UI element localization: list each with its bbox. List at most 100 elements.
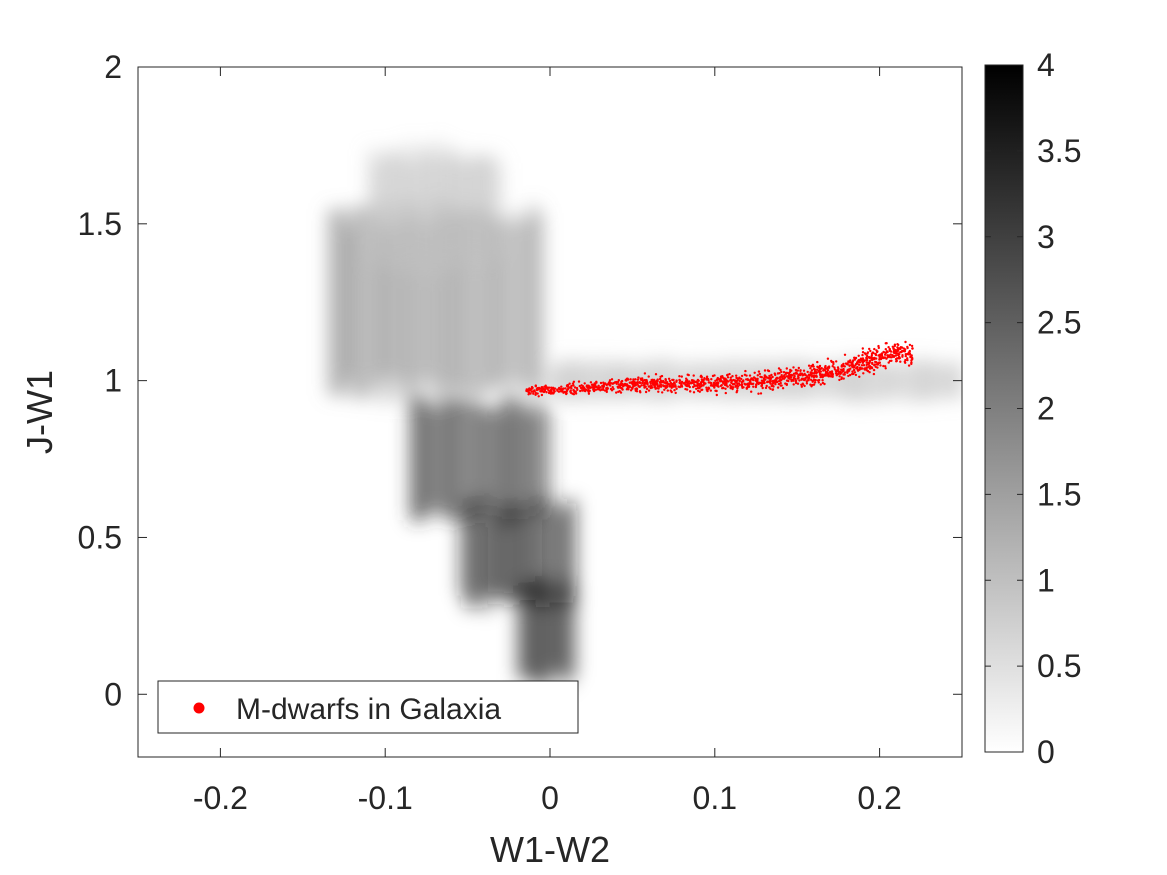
scatter-point [641,381,644,385]
density-cell [824,359,832,403]
density-cell [392,151,400,265]
scatter-point [830,359,833,363]
density-cell [434,140,442,276]
scatter-point [838,375,841,378]
density-cell [523,217,531,388]
scatter-point [872,351,875,355]
scatter-point [796,377,799,380]
scatter-point [891,345,894,348]
scatter-point [885,357,888,360]
scatter-point [818,365,821,368]
scatter-point [742,386,745,389]
scatter-point [619,386,623,390]
scatter-point [678,381,681,384]
scatter-point [785,367,788,370]
density-cell [404,142,412,274]
scatter-point [779,368,782,372]
scatter-point [533,389,536,392]
scatter-point [536,392,539,395]
scatter-point [788,374,792,378]
scatter-point [876,350,879,353]
density-cell [687,361,695,400]
scatter-point [599,389,602,392]
scatter-point [572,380,576,383]
scatter-point [615,391,618,394]
density-cell [550,364,557,397]
scatter-point [662,384,665,388]
scatter-point [740,377,743,381]
scatter-point [892,347,895,350]
scatter-point [760,384,764,387]
density-cell [374,162,382,254]
scatter-point [627,388,630,391]
scatter-point [545,391,548,394]
y-tick-label: 0 [104,676,122,712]
scatter-point [534,391,537,395]
scatter-point [609,384,612,387]
y-axis-ticks: 0 0.5 1 1.5 2 [78,49,962,712]
scatter-point [910,361,913,364]
scatter-point [595,380,598,383]
scatter-point [776,372,780,375]
scatter-point [781,377,784,380]
density-cell [483,405,491,513]
scatter-point [832,362,835,366]
scatter-point [602,385,606,388]
density-cell [428,156,436,260]
scatter-point [732,383,736,386]
density-cell [537,400,545,518]
scatter-point [730,381,733,384]
density-cell [534,576,542,687]
scatter-point [597,386,600,390]
scatter-point [677,385,680,388]
scatter-point [530,385,534,389]
scatter-point [805,380,808,383]
scatter-point [910,354,913,357]
scatter-point [666,389,669,392]
scatter-point [887,361,890,364]
density-cell [464,401,472,518]
density-cell [434,408,442,510]
scatter-point [626,377,629,381]
x-axis-ticks: -0.2 -0.1 0 0.1 0.2 [193,67,902,816]
density-cell [416,203,424,402]
density-cell [555,363,563,398]
scatter-point [722,380,726,383]
scatter-point [612,387,615,391]
scatter-point [884,365,887,368]
density-cell [459,510,467,596]
scatter-point [560,385,563,388]
scatter-point [894,354,898,357]
density-cell [514,507,522,599]
scatter-point [891,355,895,358]
x-axis-label: W1-W2 [490,829,610,870]
density-cell [519,403,527,515]
colorbar-tick-label: 1.5 [1037,476,1081,512]
scatter-point [802,383,805,386]
scatter-point [843,373,846,376]
scatter-point [884,367,887,370]
scatter-point [692,391,696,394]
density-cell [538,499,546,608]
density-cell [501,508,509,598]
scatter-point [821,381,825,385]
scatter-point [847,374,850,378]
scatter-point [843,353,847,356]
scatter-point [842,367,845,371]
density-cell [551,593,559,670]
density-cell [494,162,502,254]
scatter-point [661,391,664,394]
scatter-point [754,385,758,389]
scatter-point [713,386,716,389]
density-cell [562,503,570,603]
density-cell [476,207,484,397]
density-cell [517,221,525,383]
scatter-point [622,384,626,387]
scatter-point [658,381,662,384]
scatter-point [802,378,805,381]
scatter-point [588,386,592,389]
scatter-point [839,372,842,375]
scatter-point [565,384,569,387]
scatter-point [853,356,856,359]
scatter-point [675,380,678,383]
